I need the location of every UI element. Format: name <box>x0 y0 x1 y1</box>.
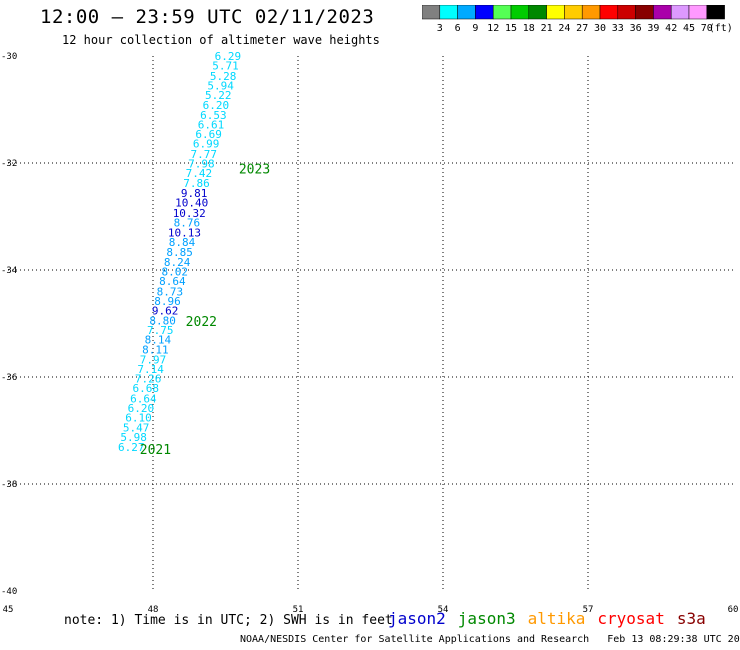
satellite-altika: altika <box>527 609 586 628</box>
colorbar-label: 12 <box>487 23 499 34</box>
wave-height-label: 7.75 <box>147 324 174 337</box>
wave-height-label: 7.42 <box>186 167 213 180</box>
wave-height-label: 7.77 <box>191 148 218 161</box>
wave-height-label: 6.68 <box>133 382 160 395</box>
colorbar-label: 24 <box>558 23 570 34</box>
wave-height-label: 6.53 <box>200 109 227 122</box>
x-tick-label: 60 <box>728 605 739 612</box>
wave-height-label: 8.80 <box>149 314 176 327</box>
satellite-legend: jason2 jason3 altika cryosat s3a <box>388 609 718 628</box>
pass-year-label: 2022 <box>186 315 217 330</box>
wave-height-label: 8.02 <box>162 266 189 279</box>
wave-height-label: 7.14 <box>137 363 164 376</box>
y-tick-label: -38 <box>1 480 17 490</box>
colorbar-label: 45 <box>683 23 695 34</box>
footer-note: note: 1) Time is in UTC; 2) SWH is in fe… <box>64 613 393 628</box>
x-tick-label: 54 <box>438 605 449 612</box>
colorbar-label: 15 <box>505 23 517 34</box>
wave-height-label: 9.81 <box>181 187 208 200</box>
wave-height-label: 8.14 <box>145 334 172 347</box>
colorbar-label: 30 <box>594 23 606 34</box>
wave-height-label: 8.85 <box>166 246 193 259</box>
colorbar-label: 9 <box>472 23 478 34</box>
colorbar-label: 33 <box>612 23 624 34</box>
colorbar-label: 27 <box>576 23 588 34</box>
satellite-jason3: jason3 <box>457 609 516 628</box>
wave-height-label: 10.32 <box>173 207 206 220</box>
wave-height-label: 5.71 <box>212 60 239 73</box>
wave-height-label: 6.10 <box>125 412 152 425</box>
colorbar-unit: (ft) <box>709 23 732 34</box>
wave-height-label: 6.20 <box>128 402 155 415</box>
colorbar-label: 36 <box>630 23 642 34</box>
color-legend-svg: 3 6 9 12 15 18 21 24 27 30 33 36 39 42 45 70(ft) <box>421 4 733 34</box>
wave-height-label: 5.98 <box>120 431 147 444</box>
wave-height-label: 6.29 <box>215 50 242 63</box>
colorbar-label: 42 <box>665 23 677 34</box>
wave-height-label: 6.27 <box>118 441 145 454</box>
wave-height-label: 8.76 <box>174 216 201 229</box>
satellite-jason2: jason2 <box>388 609 446 628</box>
pass-year-label: 2023 <box>239 162 270 177</box>
wave-height-label: 5.22 <box>205 89 232 102</box>
y-tick-label: -36 <box>1 373 17 383</box>
wave-height-label: 8.64 <box>159 275 186 288</box>
wave-height-label: 6.64 <box>130 392 157 405</box>
x-tick-label: 51 <box>293 605 304 612</box>
wave-height-label: 5.94 <box>207 79 234 92</box>
wave-height-label: 6.20 <box>203 99 230 112</box>
wave-height-label: 10.13 <box>168 227 201 240</box>
colorbar-label: 39 <box>647 23 659 34</box>
timestamp: Feb 13 08:29:38 UTC 2023 <box>607 634 740 645</box>
colorbar-label: 70 <box>701 23 713 34</box>
colorbar-swatch <box>706 4 725 20</box>
wave-height-label: 8.11 <box>142 344 169 357</box>
wave-height-map: 45 48 51 54 57 60-30-32-34-36-38-406.295.715.… <box>1 50 739 612</box>
credit-line: NOAA/NESDIS Center for Satellite Applica… <box>240 634 740 645</box>
wave-height-label: 8.96 <box>154 295 181 308</box>
colorbar-label: 21 <box>541 23 553 34</box>
satellite-s3a: s3a <box>676 609 706 628</box>
chart-subtitle: 12 hour collection of altimeter wave hei… <box>62 33 380 47</box>
y-tick-label: -34 <box>1 266 17 276</box>
colorbar-label: 3 <box>437 23 443 34</box>
wave-height-label: 7.86 <box>183 177 210 190</box>
wave-height-label: 9.62 <box>152 305 179 318</box>
pass-year-label: 2021 <box>140 443 171 458</box>
x-tick-label: 48 <box>148 605 159 612</box>
wave-height-label: 6.61 <box>198 118 225 131</box>
wave-height-label: 7.97 <box>140 353 167 366</box>
wave-height-label: 5.28 <box>210 70 237 83</box>
wave-height-label: 8.84 <box>169 236 196 249</box>
colorbar-label: 18 <box>523 23 535 34</box>
wave-height-label: 10.40 <box>175 197 208 210</box>
satellite-cryosat: cryosat <box>597 609 665 628</box>
wave-height-label: 7.98 <box>188 158 215 171</box>
wave-height-label: 7.26 <box>135 373 162 386</box>
wave-height-label: 8.73 <box>157 285 184 298</box>
wave-height-label: 5.47 <box>123 421 150 434</box>
wave-height-label: 8.24 <box>164 256 191 269</box>
x-tick-label: 57 <box>583 605 594 612</box>
credit-text: NOAA/NESDIS Center for Satellite Applica… <box>240 634 590 645</box>
wave-height-label: 6.69 <box>195 128 222 141</box>
color-legend: 3 6 9 12 15 18 21 24 27 30 33 36 39 42 45 70 (ft) <box>421 4 733 39</box>
y-tick-label: -40 <box>1 587 17 597</box>
chart-title: 12:00 – 23:59 UTC 02/11/2023 <box>40 6 375 28</box>
colorbar-label: 6 <box>455 23 461 34</box>
y-tick-label: -32 <box>1 159 17 169</box>
y-tick-label: -30 <box>1 52 17 62</box>
x-tick-label: 45 <box>3 605 14 612</box>
wave-height-label: 6.99 <box>193 138 220 151</box>
